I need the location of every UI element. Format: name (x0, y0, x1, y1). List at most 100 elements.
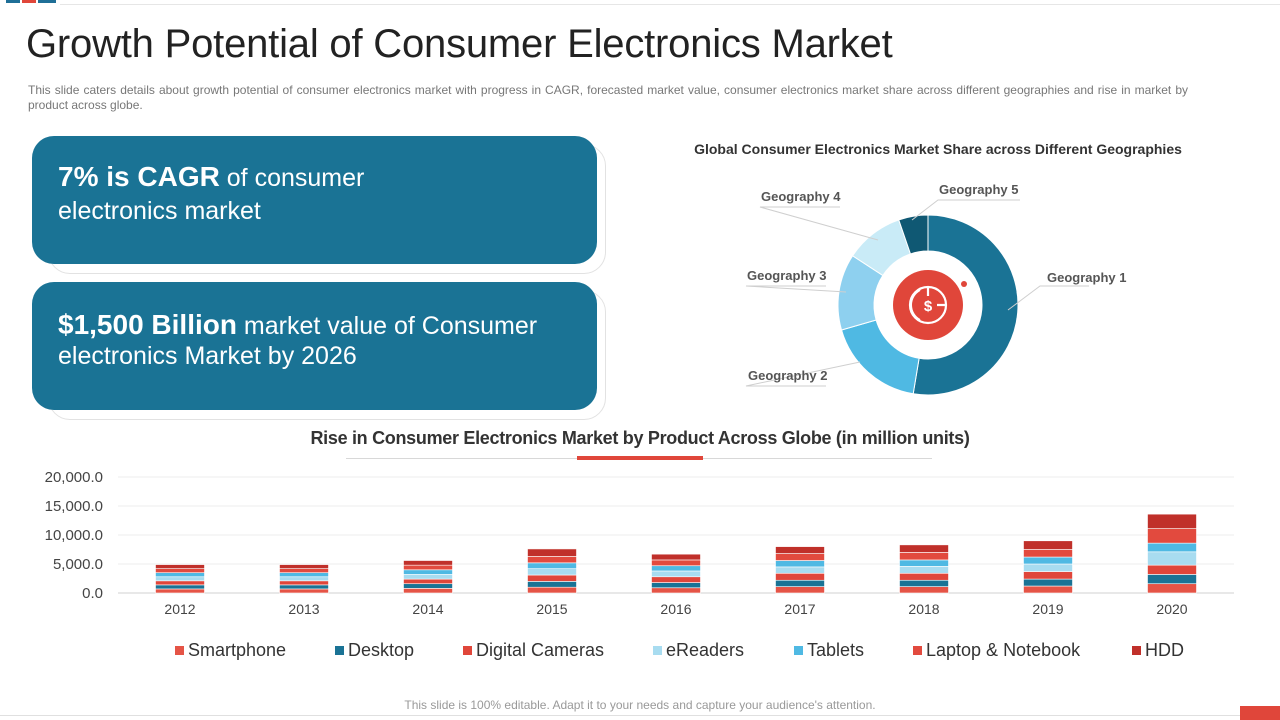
bar-segment-tablets-2017 (775, 560, 825, 568)
bar-segment-desktop-2012 (155, 584, 205, 590)
bar-segment-digital-cameras-2020 (1147, 564, 1197, 575)
bar-segment-ereaders-2015 (527, 568, 577, 576)
top-divider (60, 4, 1280, 5)
bar-segment-digital-cameras-2015 (527, 574, 577, 582)
bar-segment-tablets-2018 (899, 559, 949, 567)
card-body: of consumer electronics market (58, 164, 365, 225)
bar-segment-tablets-2019 (1023, 556, 1073, 565)
bar-segment-smartphone-2014 (403, 588, 453, 594)
donut-label-geography-3: Geography 3 (747, 268, 826, 283)
bar-segment-smartphone-2018 (899, 586, 949, 594)
page-title: Growth Potential of Consumer Electronics… (26, 22, 893, 66)
donut-leader-line (745, 285, 847, 293)
bar-segment-digital-cameras-2019 (1023, 571, 1073, 580)
legend-label: eReaders (666, 640, 744, 660)
donut-label-geography-4: Geography 4 (761, 189, 841, 204)
bar-segment-digital-cameras-2017 (775, 572, 825, 581)
bar-segment-smartphone-2017 (775, 586, 825, 594)
donut-label-geography-2: Geography 2 (748, 368, 827, 383)
bar-segment-tablets-2012 (155, 572, 205, 578)
product-stacked-bar-chart: 20,000.0 15,000.0 10,000.0 5,000.0 0.0 2012 2… (45, 469, 1234, 660)
legend-swatch (463, 646, 472, 655)
bar-segment-tablets-2014 (403, 569, 453, 575)
bar-segment-laptop-notebook-2014 (403, 564, 453, 571)
chart-title-accent (577, 456, 703, 460)
top-accent-mark (38, 0, 56, 3)
cagr-card: 7% is CAGR of consumer electronics marke… (32, 136, 606, 274)
legend-label: Laptop & Notebook (926, 640, 1081, 660)
legend-swatch (1132, 646, 1141, 655)
bar-chart-title: Rise in Consumer Electronics Market by P… (310, 428, 970, 448)
bar-segment-desktop-2015 (527, 581, 577, 588)
bar-segment-desktop-2018 (899, 579, 949, 587)
geography-donut-chart: Geography 1 Geography 2 Geography 3 Geograp… (745, 182, 1126, 396)
card-text: $1,500 Billion market value of Consumer … (58, 310, 548, 371)
legend-swatch (175, 646, 184, 655)
top-accent-mark (22, 0, 36, 3)
x-tick-label: 2013 (288, 601, 319, 617)
bar-segment-ereaders-2019 (1023, 563, 1073, 572)
y-tick-label: 20,000.0 (45, 469, 103, 486)
y-tick-label: 5,000.0 (53, 556, 103, 573)
card-highlight: $1,500 Billion (58, 309, 237, 340)
legend-label: HDD (1145, 640, 1184, 660)
donut-chart-title: Global Consumer Electronics Market Share… (694, 141, 1182, 157)
legend-swatch (653, 646, 662, 655)
bar-segment-tablets-2015 (527, 562, 577, 569)
x-tick-label: 2014 (412, 601, 443, 617)
donut-slice-geography-5 (898, 214, 929, 255)
bar-segment-ereaders-2012 (155, 576, 205, 582)
top-accent-mark (6, 0, 20, 3)
legend-swatch (794, 646, 803, 655)
legend-label: Smartphone (188, 640, 286, 660)
card-highlight: 7% is CAGR (58, 161, 220, 192)
bar-segment-laptop-notebook-2020 (1147, 528, 1197, 544)
donut-slice-geography-1 (912, 214, 1019, 396)
legend-item-ereaders: eReaders (653, 640, 744, 660)
bar-segment-smartphone-2015 (527, 586, 577, 594)
y-tick-label: 15,000.0 (45, 498, 103, 515)
bar-segment-digital-cameras-2016 (651, 576, 701, 583)
bar-segment-desktop-2014 (403, 583, 453, 589)
bottom-divider (0, 715, 1240, 716)
x-tick-label: 2012 (164, 601, 195, 617)
footnote: This slide is 100% editable. Adapt it to… (404, 698, 876, 712)
bar-segment-hdd-2020 (1147, 513, 1197, 529)
bar-segment-tablets-2013 (279, 572, 329, 578)
bar-segment-laptop-notebook-2012 (155, 568, 205, 573)
card-text: 7% is CAGR of consumer electronics marke… (58, 160, 418, 228)
bar-segment-hdd-2013 (279, 564, 329, 569)
bar-segment-smartphone-2020 (1147, 583, 1197, 594)
svg-text:$: $ (924, 298, 933, 315)
bar-segment-hdd-2012 (155, 564, 205, 569)
market-value-card: $1,500 Billion market value of Consumer … (32, 282, 606, 420)
legend-item-tablets: Tablets (794, 640, 864, 660)
bar-segment-desktop-2017 (775, 579, 825, 587)
bar-segment-desktop-2019 (1023, 578, 1073, 587)
x-tick-label: 2020 (1156, 601, 1187, 617)
y-tick-label: 10,000.0 (45, 527, 103, 544)
bar-segment-hdd-2019 (1023, 540, 1073, 550)
bar-segment-laptop-notebook-2016 (651, 559, 701, 567)
bar-segment-laptop-notebook-2013 (279, 568, 329, 573)
x-tick-label: 2017 (784, 601, 815, 617)
dollar-chart-icon: $ (893, 270, 967, 340)
bar-segment-hdd-2018 (899, 544, 949, 553)
legend-swatch (913, 646, 922, 655)
donut-label-geography-5: Geography 5 (939, 182, 1018, 197)
bar-segment-hdd-2017 (775, 546, 825, 554)
bar-segment-smartphone-2016 (651, 587, 701, 594)
donut-label-geography-1: Geography 1 (1047, 270, 1126, 285)
bar-segment-laptop-notebook-2015 (527, 556, 577, 564)
donut-leader-line (1007, 285, 1089, 311)
bar-segment-ereaders-2018 (899, 566, 949, 574)
bar-segment-ereaders-2014 (403, 574, 453, 580)
x-tick-label: 2016 (660, 601, 691, 617)
y-tick-label: 0.0 (82, 585, 103, 602)
bar-segment-ereaders-2017 (775, 566, 825, 574)
legend-item-digital-cameras: Digital Cameras (463, 640, 604, 660)
bar-segment-desktop-2016 (651, 582, 701, 589)
bar-segment-hdd-2015 (527, 548, 577, 557)
legend-item-smartphone: Smartphone (175, 640, 286, 660)
bar-segment-laptop-notebook-2017 (775, 553, 825, 561)
